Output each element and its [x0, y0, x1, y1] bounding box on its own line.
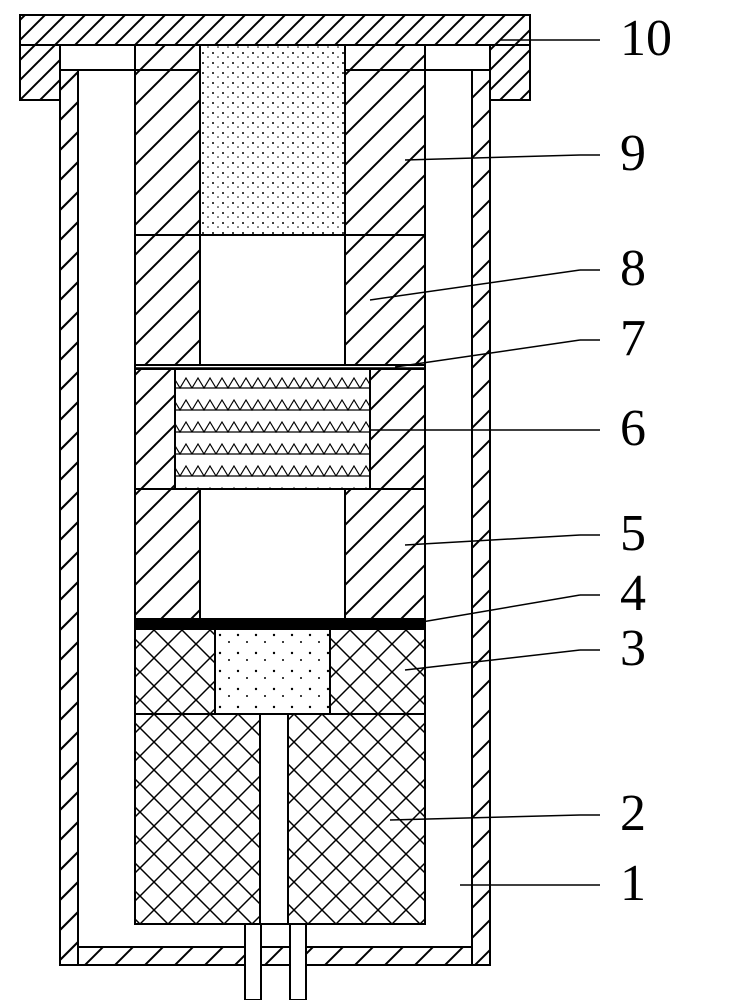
- label-6: 6: [620, 400, 646, 457]
- label-10: 10: [620, 10, 672, 67]
- leader-line-4: [410, 595, 580, 624]
- label-1: 1: [620, 855, 646, 912]
- label-2: 2: [620, 785, 646, 842]
- cap-flange: [20, 15, 530, 45]
- engineering-diagram: 10 9 8 7 6 543 2 1: [0, 0, 738, 1000]
- label-7: 7: [620, 310, 646, 367]
- label-3: 3: [620, 620, 646, 677]
- leader-line-5: [405, 535, 580, 545]
- separator-4: [135, 619, 425, 629]
- leader-line-9: [405, 155, 580, 160]
- pipe-right: [290, 924, 306, 1000]
- leader-line-3: [405, 650, 580, 670]
- label-4: 4: [620, 565, 646, 622]
- label-5: 5: [620, 505, 646, 562]
- label-8: 8: [620, 240, 646, 297]
- pipe-left: [245, 924, 261, 1000]
- label-9: 9: [620, 125, 646, 182]
